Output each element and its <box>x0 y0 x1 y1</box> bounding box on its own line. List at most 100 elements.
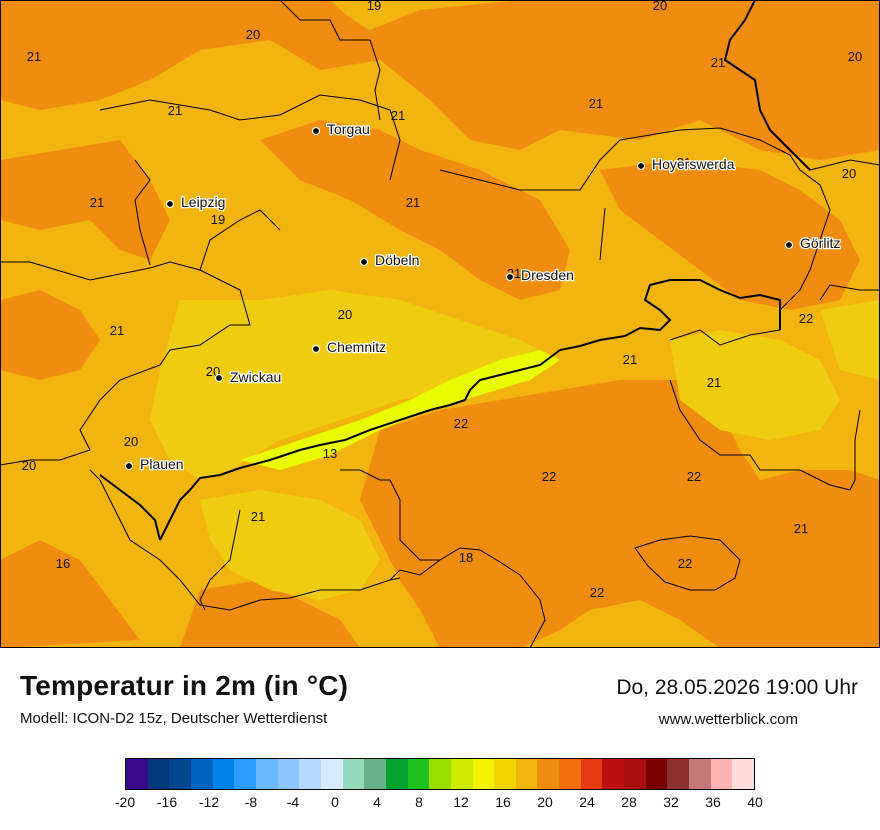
color-scale-segment <box>472 759 495 789</box>
model-info: Modell: ICON-D2 15z, Deutscher Wetterdie… <box>20 710 328 727</box>
color-scale-segment <box>537 759 560 789</box>
value-label: 20 <box>246 27 260 42</box>
value-label: 20 <box>22 458 36 473</box>
value-label: 21 <box>251 509 265 524</box>
city-plauen: Plauen <box>124 455 185 473</box>
value-label: 22 <box>542 469 556 484</box>
color-scale-tick: -4 <box>286 794 300 810</box>
color-scale-tick: 24 <box>579 794 595 810</box>
color-scale-ticks: -20 -16 -12 -8 -4 0 4 8 12 16 20 24 28 32 36 40 <box>0 794 880 814</box>
color-scale-segment <box>559 759 581 789</box>
color-scale-segment <box>169 759 191 789</box>
color-scale-tick: 16 <box>495 794 511 810</box>
website-link[interactable]: www.wetterblick.com <box>658 711 798 728</box>
value-label: 21 <box>711 55 725 70</box>
color-scale-segment <box>126 759 148 789</box>
color-scale-segment <box>624 759 646 789</box>
value-label: 21 <box>406 195 420 210</box>
value-label: 21 <box>794 521 808 536</box>
color-scale-tick: 12 <box>453 794 469 810</box>
city-label: Döbeln <box>375 252 419 268</box>
color-scale-segment <box>494 759 516 789</box>
color-scale-segment <box>667 759 690 789</box>
city-label: Görlitz <box>800 235 840 251</box>
color-scale-segment <box>342 759 365 789</box>
value-label: 21 <box>707 375 721 390</box>
value-label: 20 <box>842 166 856 181</box>
color-scale-tick: 8 <box>415 794 423 810</box>
value-label: 13 <box>323 446 337 461</box>
city-chemnitz: Chemnitz <box>311 338 387 356</box>
value-label: 19 <box>367 0 381 13</box>
value-label: 21 <box>677 155 691 170</box>
value-label: 20 <box>848 49 862 64</box>
city-label: Chemnitz <box>327 339 386 355</box>
cool-regions <box>150 290 880 600</box>
value-label: 22 <box>590 585 604 600</box>
value-label: 20 <box>338 307 352 322</box>
city-label: Dresden <box>521 267 574 283</box>
city-label: Torgau <box>327 121 370 137</box>
city-hoyerswerda: Hoyerswerda <box>636 155 736 173</box>
color-scale-tick: -12 <box>198 794 220 810</box>
city-torgau: Torgau <box>311 120 371 138</box>
color-scale-tick: 36 <box>705 794 721 810</box>
color-scale-segment <box>710 759 733 789</box>
value-labels: 19 20 21 20 21 21 21 21 21 20 21 21 19 2… <box>22 0 862 600</box>
state-border <box>99 0 811 541</box>
city-label: Plauen <box>140 456 184 472</box>
value-label: 20 <box>124 434 138 449</box>
temperature-map: 19 20 21 20 21 21 21 21 21 20 21 21 19 2… <box>0 0 880 648</box>
color-scale-segment <box>255 759 278 789</box>
city-label: Zwickau <box>230 369 281 385</box>
color-scale-tick: 40 <box>747 794 763 810</box>
city-label: Leipzig <box>181 194 225 210</box>
city-goerlitz: Görlitz <box>784 234 842 252</box>
city-markers: Torgau Leipzig Hoyerswerda Görlitz Döbel… <box>124 120 842 473</box>
color-scale-tick: -16 <box>156 794 178 810</box>
value-label: 20 <box>653 0 667 13</box>
color-scale-segment <box>732 759 755 789</box>
color-scale <box>125 758 755 790</box>
value-label: 21 <box>90 195 104 210</box>
value-label: 19 <box>211 212 225 227</box>
color-scale-segment <box>689 759 711 789</box>
color-scale-segment <box>277 759 300 789</box>
value-label: 22 <box>799 311 813 326</box>
value-label: 21 <box>110 323 124 338</box>
color-scale-segment <box>299 759 321 789</box>
color-scale-segment <box>320 759 343 789</box>
color-scale-tick: -20 <box>114 794 136 810</box>
value-label: 21 <box>623 352 637 367</box>
map-title: Temperatur in 2m (in °C) <box>20 670 349 701</box>
value-label: 22 <box>678 556 692 571</box>
value-label: 16 <box>56 556 70 571</box>
value-label: 22 <box>454 416 468 431</box>
color-scale-segment <box>515 759 538 789</box>
forecast-datetime: Do, 28.05.2026 19:00 Uhr <box>616 676 858 699</box>
color-scale-segment <box>364 759 386 789</box>
value-label: 18 <box>459 550 473 565</box>
city-leipzig: Leipzig <box>165 193 227 211</box>
color-scale-segment <box>234 759 256 789</box>
color-scale-segment <box>429 759 451 789</box>
city-zwickau: Zwickau <box>214 368 283 386</box>
value-label: 21 <box>391 108 405 123</box>
value-label: 21 <box>27 49 41 64</box>
color-scale-tick: 4 <box>373 794 381 810</box>
color-scale-tick: -8 <box>244 794 258 810</box>
color-scale-segment <box>602 759 625 789</box>
value-label: 21 <box>589 96 603 111</box>
color-scale-segment <box>407 759 430 789</box>
value-label: 22 <box>687 469 701 484</box>
color-scale-segment <box>212 759 235 789</box>
color-scale-segment <box>385 759 408 789</box>
color-scale-segment <box>147 759 170 789</box>
color-scale-segment <box>645 759 668 789</box>
city-label: Hoyerswerda <box>652 156 735 172</box>
value-label: 21 <box>168 103 182 118</box>
footer: Temperatur in 2m (in °C) Modell: ICON-D2… <box>0 648 880 830</box>
color-scale-segment <box>190 759 213 789</box>
warm-regions <box>0 0 880 648</box>
color-scale-segment <box>450 759 473 789</box>
